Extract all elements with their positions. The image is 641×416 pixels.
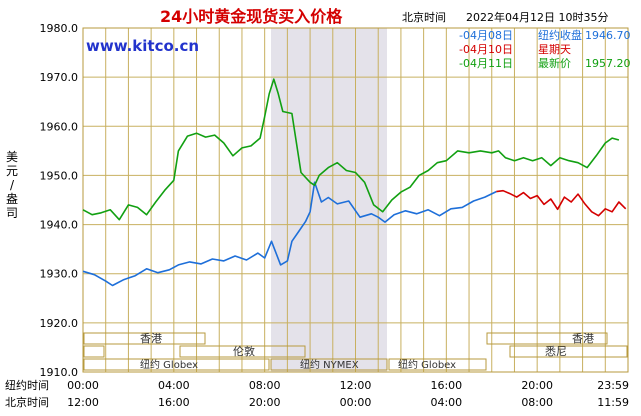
- session-box-globex-2: [388, 358, 487, 371]
- legend-desc-0411: 最新价: [538, 56, 571, 70]
- chart-title: 24小时黄金现货买入价格: [160, 7, 343, 26]
- y-tick-label: 1920.0: [40, 317, 79, 330]
- x-tick-label: 04:00: [158, 379, 190, 392]
- nymex-session-shade: [271, 28, 387, 372]
- x-tick-label: 16:00: [430, 379, 462, 392]
- session-label-hongkong-2: 香港: [572, 332, 594, 345]
- session-label-nymex: 纽约 NYMEX: [300, 358, 359, 371]
- session-bars: 香港 香港 伦敦 悉尼 纽约 Globex 纽约 NYMEX 纽约 Globex: [83, 332, 628, 371]
- x-tick-label: 00:00: [340, 396, 372, 409]
- grid: [83, 28, 628, 372]
- legend-value-0408: 1946.70: [585, 29, 631, 42]
- session-label-hongkong-1: 香港: [140, 332, 162, 345]
- legend-date-0408: -04月08日: [459, 29, 513, 42]
- y-tick-label: 1950.0: [40, 169, 79, 182]
- y-axis-label-char-4: 司: [6, 206, 18, 220]
- y-axis-label-char-2: /: [10, 178, 15, 192]
- y-tick-label: 1970.0: [40, 71, 79, 84]
- y-tick-label: 1910.0: [40, 366, 79, 379]
- session-box-london: [179, 345, 306, 358]
- session-box-hongkong-1: [83, 332, 206, 345]
- legend-desc-0410: 星期天: [538, 43, 571, 56]
- y-tick-label: 1940.0: [40, 219, 79, 232]
- x-tick-label: 11:59: [597, 396, 629, 409]
- plot-frame: [82, 27, 629, 373]
- legend-date-0410: -04月10日: [459, 43, 513, 56]
- kitco-watermark: www.kitco.cn: [86, 37, 199, 55]
- x-tick-label: 12:00: [340, 379, 372, 392]
- x-tick-label: 00:00: [67, 379, 99, 392]
- x-tick-label: 08:00: [249, 379, 281, 392]
- x-tick-label: 04:00: [430, 396, 462, 409]
- timezone-label: 北京时间: [402, 10, 446, 24]
- y-axis-label-char-0: 美: [6, 150, 18, 164]
- session-label-globex-1: 纽约 Globex: [140, 358, 198, 371]
- legend-value-0411: 1957.20: [585, 57, 631, 70]
- legend: -04月08日 纽约收盘 1946.70 -04月10日 星期天 -04月11日…: [459, 28, 631, 70]
- timestamp: 2022年04月12日 10时35分: [466, 10, 608, 24]
- x-tick-label: 23:59: [597, 379, 629, 392]
- x-tick-label: 20:00: [521, 379, 553, 392]
- session-label-globex-2: 纽约 Globex: [398, 358, 456, 371]
- y-tick-labels: 1980.0 1970.0 1960.0 1950.0 1940.0 1930.0 1920…: [40, 22, 79, 379]
- x-tick-label: 16:00: [158, 396, 190, 409]
- series-line-1: [496, 189, 627, 217]
- session-box-nymex: [270, 358, 388, 371]
- y-tick-label: 1930.0: [40, 268, 79, 281]
- y-axis-label-char-3: 盎: [6, 192, 18, 206]
- y-tick-label: 1980.0: [40, 22, 79, 35]
- series-lines: [82, 78, 627, 287]
- x-tick-label: 12:00: [67, 396, 99, 409]
- session-box-london-a: [83, 345, 105, 358]
- session-label-london: 伦敦: [233, 344, 255, 358]
- y-axis-label-char-1: 元: [6, 164, 18, 178]
- legend-desc-0408: 纽约收盘: [538, 28, 582, 42]
- x-row2-label: 北京时间: [5, 395, 49, 409]
- session-box-hongkong-2: [486, 332, 608, 345]
- x-tick-labels: 00:00 04:00 08:00 12:00 16:00 20:00 23:59 12:00…: [67, 379, 629, 409]
- y-axis-label: 美 元 / 盎 司: [6, 150, 18, 220]
- y-tick-label: 1960.0: [40, 120, 79, 133]
- session-box-globex-1: [83, 358, 270, 371]
- series-line-2: [82, 78, 620, 221]
- x-tick-label: 20:00: [249, 396, 281, 409]
- session-label-sydney: 悉尼: [545, 345, 567, 358]
- session-box-sydney: [509, 345, 628, 358]
- series-line-0: [82, 181, 497, 287]
- x-row1-label: 纽约时间: [5, 378, 49, 392]
- legend-date-0411: -04月11日: [459, 57, 513, 70]
- x-tick-label: 08:00: [521, 396, 553, 409]
